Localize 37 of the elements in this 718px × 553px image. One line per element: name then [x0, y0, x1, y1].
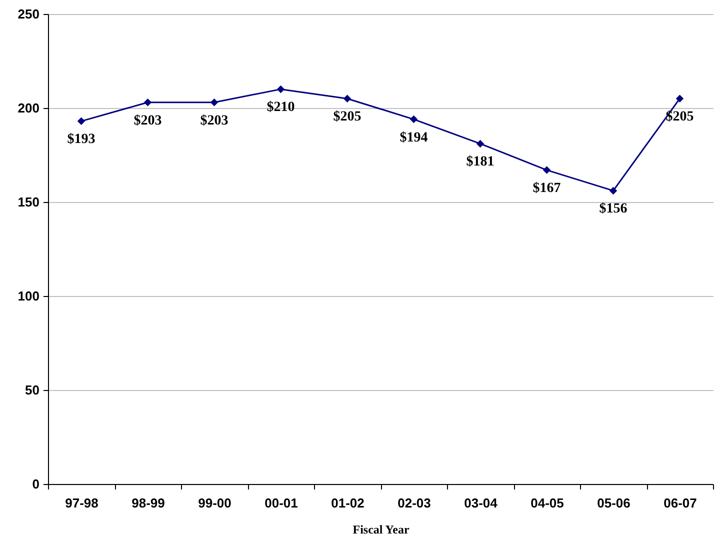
- data-label: $203: [134, 113, 162, 128]
- data-label: $193: [67, 132, 96, 148]
- point: [144, 98, 152, 106]
- data-label: $194: [400, 130, 428, 146]
- x-tick-label: 05-06: [597, 496, 630, 510]
- point: [276, 85, 285, 94]
- point: [676, 94, 684, 102]
- point: [210, 98, 218, 106]
- x-tick-label: 98-99: [132, 496, 165, 510]
- data-label: $205: [333, 110, 362, 125]
- y-tick-label: 200: [18, 100, 40, 116]
- x-tick-label: 00-01: [264, 496, 298, 510]
- data-label: $203: [200, 113, 228, 128]
- data-label: $167: [532, 181, 561, 196]
- y-tick-label: 250: [18, 6, 40, 22]
- point: [542, 166, 551, 174]
- y-tick-label: 100: [18, 288, 40, 304]
- x-tick-label: 06-07: [664, 496, 697, 510]
- data-label: $210: [266, 100, 295, 116]
- point: [343, 94, 352, 102]
- data-label: $205: [666, 110, 694, 125]
- point: [476, 140, 484, 148]
- y-tick-label: 0: [32, 476, 40, 492]
- data-label: $181: [466, 154, 494, 170]
- point: [609, 186, 618, 195]
- x-tick-label: 03-04: [464, 496, 498, 510]
- x-tick-label: 02-03: [398, 496, 431, 510]
- data-label: $156: [599, 202, 628, 217]
- x-tick-label: 01-02: [331, 496, 364, 510]
- x-tick-label: 04-05: [530, 496, 564, 510]
- point: [77, 117, 86, 126]
- point: [410, 115, 418, 124]
- y-tick-label: 50: [25, 382, 40, 398]
- x-tick-label: 97-98: [65, 496, 98, 510]
- x-tick-label: 99-00: [198, 496, 232, 510]
- x-axis-title: Fiscal Year: [352, 522, 410, 536]
- y-tick-label: 150: [18, 194, 40, 210]
